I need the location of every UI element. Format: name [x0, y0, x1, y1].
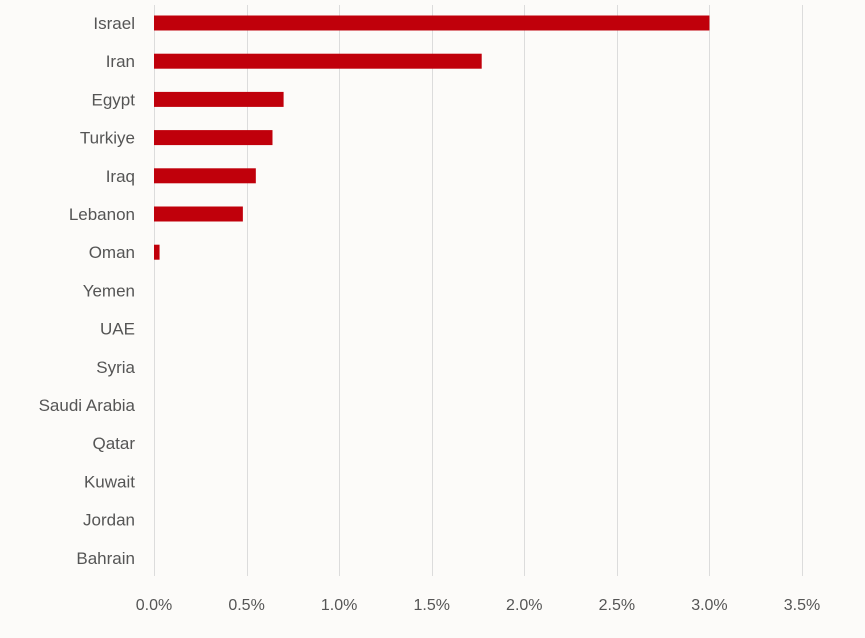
bar — [154, 130, 273, 146]
x-tick-label: 1.0% — [321, 597, 357, 614]
bar — [154, 53, 482, 69]
category-label: Saudi Arabia — [39, 396, 136, 415]
category-label: Oman — [89, 243, 135, 262]
bar — [154, 244, 160, 260]
x-tick-label: 3.5% — [784, 597, 820, 614]
category-label: Kuwait — [84, 472, 135, 491]
category-label: Lebanon — [69, 205, 135, 224]
x-tick-label: 0.5% — [228, 597, 264, 614]
bar — [154, 91, 284, 107]
x-tick-label: 0.0% — [136, 597, 172, 614]
x-tick-label: 1.5% — [413, 597, 449, 614]
category-label: Iran — [106, 52, 135, 71]
category-label: Yemen — [83, 281, 135, 300]
category-label: Egypt — [92, 90, 136, 109]
x-tick-label: 2.5% — [599, 597, 635, 614]
x-tick-label: 2.0% — [506, 597, 542, 614]
category-label: UAE — [100, 320, 135, 339]
x-tick-label: 3.0% — [691, 597, 727, 614]
category-label: Qatar — [92, 434, 135, 453]
bar — [154, 15, 710, 31]
category-label: Turkiye — [80, 129, 135, 148]
bar — [154, 168, 256, 184]
category-label: Israel — [93, 14, 135, 33]
category-label: Bahrain — [76, 549, 135, 568]
x-axis-tick-labels: 0.0% 0.5% 1.0% 1.5% 2.0% 2.5% 3.0% 3.5% — [136, 597, 820, 614]
category-labels: Israel Iran Egypt Turkiye Iraq Lebanon Oman Yem… — [39, 14, 136, 568]
category-label: Iraq — [106, 167, 135, 186]
category-label: Syria — [96, 358, 135, 377]
category-label: Jordan — [83, 511, 135, 530]
gridlines — [154, 5, 803, 576]
bars — [154, 15, 710, 260]
bar — [154, 206, 243, 222]
